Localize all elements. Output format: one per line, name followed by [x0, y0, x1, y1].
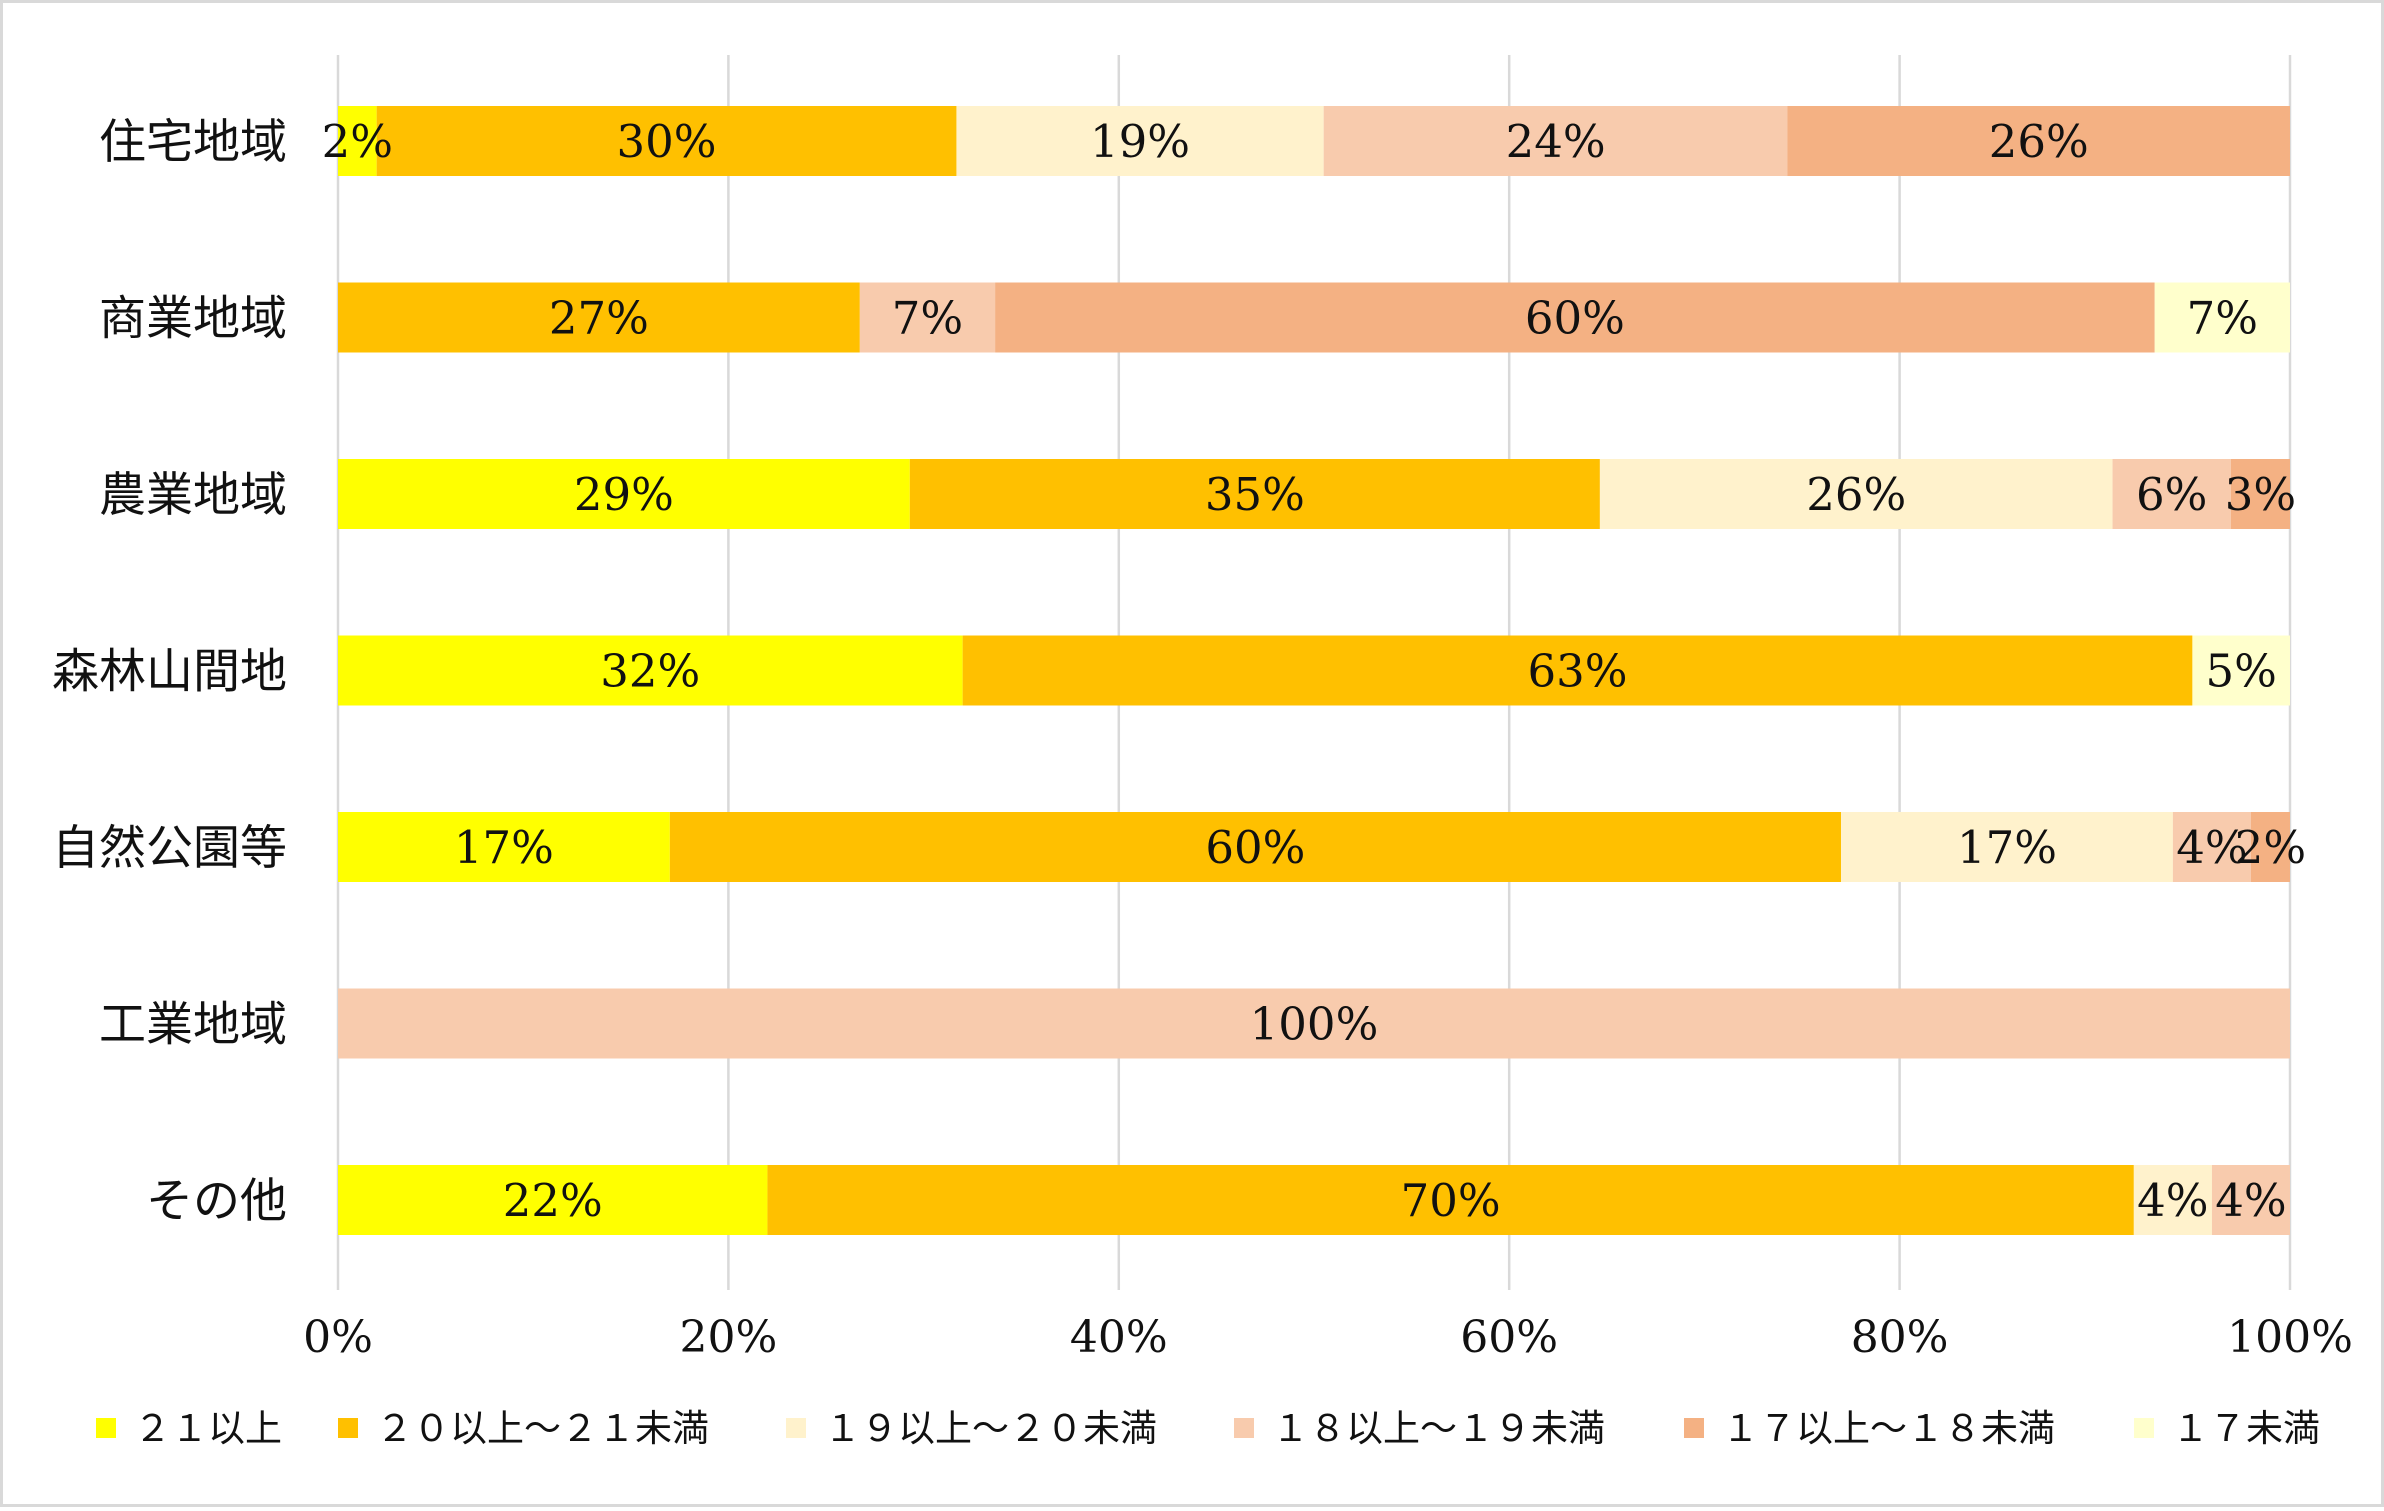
- x-tick-label: 60%: [1460, 1312, 1558, 1363]
- legend-swatch: [786, 1418, 806, 1438]
- legend-swatch: [1234, 1418, 1254, 1438]
- data-label: 26%: [1806, 468, 1906, 521]
- data-label: 5%: [2206, 645, 2277, 698]
- legend-label: １８以上～１９未満: [1272, 1407, 1605, 1450]
- data-label: 6%: [2136, 468, 2207, 521]
- legend-swatch: [2134, 1418, 2154, 1438]
- bar-segment: [338, 988, 2290, 1059]
- data-label: 4%: [2215, 1174, 2286, 1227]
- data-label: 19%: [1090, 115, 1190, 168]
- category-label: 住宅地域: [99, 115, 287, 170]
- category-label: 森林山間地: [52, 645, 287, 700]
- bar-segment: [956, 106, 1324, 176]
- category-label: 自然公園等: [52, 821, 287, 876]
- data-label: 4%: [2176, 821, 2247, 874]
- bar-segment: [2211, 1165, 2290, 1235]
- bar-segment: [1323, 106, 1788, 176]
- bar-segment: [2154, 282, 2290, 353]
- bar-segment: [338, 106, 377, 176]
- data-label: 35%: [1205, 468, 1305, 521]
- data-label: 7%: [892, 292, 963, 345]
- data-label: 60%: [1525, 292, 1625, 345]
- bar-segment: [2230, 459, 2290, 529]
- bar-segment: [767, 1165, 2134, 1235]
- x-tick-label: 100%: [2227, 1312, 2353, 1363]
- x-axis-tick-labels: 0% 20% 40% 60% 80% 100%: [303, 1312, 2353, 1363]
- category-label: その他: [146, 1174, 287, 1229]
- data-label: 63%: [1528, 645, 1628, 698]
- bar-segment: [995, 282, 2155, 353]
- data-label: 7%: [2187, 292, 2258, 345]
- data-labels: 2% 30% 19% 24% 26% 27% 7% 60% 7% 29% 35% 26% 6% 3% 32%…: [322, 115, 2307, 1227]
- bar-segment: [2112, 459, 2231, 529]
- bar-segment: [2172, 812, 2251, 882]
- legend-label: １７未満: [2172, 1407, 2320, 1450]
- x-tick-label: 0%: [303, 1312, 373, 1363]
- data-label: 26%: [1989, 115, 2089, 168]
- data-label: 3%: [2225, 468, 2296, 521]
- bar-segment: [338, 635, 963, 706]
- bar-segment: [909, 459, 1600, 529]
- bar-segment: [1841, 812, 2173, 882]
- bar-segment: [376, 106, 957, 176]
- bar-segment: [338, 459, 910, 529]
- bar-segment: [669, 812, 1842, 882]
- bar-segment: [2192, 635, 2290, 706]
- x-tick-label: 40%: [1070, 1312, 1168, 1363]
- bars: [338, 106, 2290, 1235]
- data-label: 22%: [503, 1174, 603, 1227]
- bar-segment: [1787, 106, 2290, 176]
- data-label: 24%: [1506, 115, 1606, 168]
- data-label: 32%: [600, 645, 700, 698]
- data-label: 4%: [2137, 1174, 2208, 1227]
- legend-label: １９以上～２０未満: [824, 1407, 1157, 1450]
- bar-segment: [338, 1165, 768, 1235]
- data-label: 30%: [617, 115, 717, 168]
- legend-label: ２０以上～２１未満: [376, 1407, 709, 1450]
- bar-segment: [859, 282, 996, 353]
- legend-swatch: [96, 1418, 116, 1438]
- data-label: 60%: [1205, 821, 1305, 874]
- x-tick-label: 80%: [1851, 1312, 1949, 1363]
- data-label: 2%: [2235, 821, 2306, 874]
- data-label: 27%: [549, 292, 649, 345]
- data-label: 29%: [574, 468, 674, 521]
- data-label: 17%: [1957, 821, 2057, 874]
- bar-segment: [2133, 1165, 2212, 1235]
- bar-segment: [1599, 459, 2113, 529]
- bar-segment: [338, 282, 860, 353]
- data-label: 2%: [322, 115, 393, 168]
- legend: ２１以上 ２０以上～２１未満 １９以上～２０未満 １８以上～１９未満 １７以上～１８未満…: [96, 1407, 2320, 1450]
- category-label: 農業地域: [99, 468, 287, 523]
- data-label: 70%: [1401, 1174, 1501, 1227]
- legend-swatch: [338, 1418, 358, 1438]
- category-label: 工業地域: [99, 998, 287, 1053]
- data-label: 100%: [1250, 998, 1379, 1051]
- legend-label: ２１以上: [134, 1407, 282, 1450]
- legend-swatch: [1684, 1418, 1704, 1438]
- bar-segment: [2250, 812, 2290, 882]
- legend-label: １７以上～１８未満: [1722, 1407, 2055, 1450]
- x-tick-label: 20%: [680, 1312, 778, 1363]
- bar-segment: [338, 812, 670, 882]
- data-label: 17%: [454, 821, 554, 874]
- bar-segment: [962, 635, 2193, 706]
- category-label: 商業地域: [99, 292, 287, 347]
